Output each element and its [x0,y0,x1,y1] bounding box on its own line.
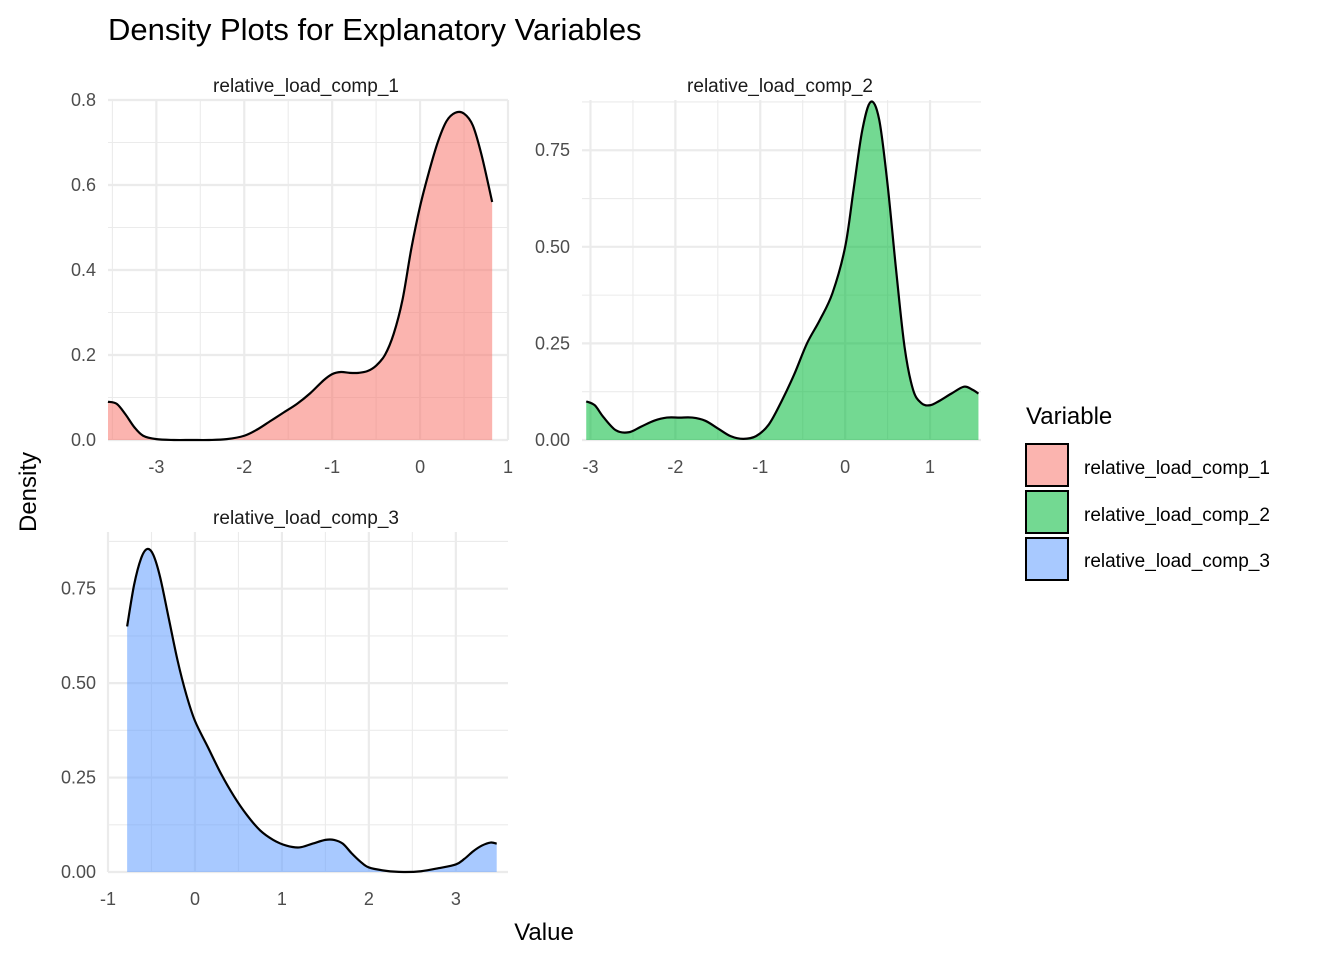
legend-key [1025,490,1069,534]
legend-item: relative_load_comp_2 [1025,490,1270,534]
x-tick-label: 3 [451,889,461,909]
y-tick-label: 0.75 [535,140,570,160]
density-curve [107,110,494,442]
panel-strip-title: relative_load_comp_1 [213,76,399,97]
y-tick-label: 0.75 [61,579,96,599]
y-tick-label: 0.6 [71,175,96,195]
x-tick-label: 1 [277,889,287,909]
panel-relative-load-comp-2: relative_load_comp_2 -3 -2 -1 0 1 0.00 0.25 0.5… [535,76,981,477]
chart-title: Density Plots for Explanatory Variables [108,12,642,47]
x-tick-label: 1 [503,457,513,477]
legend-title: Variable [1026,403,1112,430]
legend-item: relative_load_comp_1 [1025,443,1270,487]
y-axis-title: Density [15,452,42,532]
y-tick-label: 0.00 [535,430,570,450]
x-tick-label: 1 [925,457,935,477]
x-tick-label: -3 [148,457,164,477]
y-tick-label: 0.50 [535,237,570,257]
y-tick-label: 0.8 [71,90,96,110]
legend: Variable relative_load_comp_1 relative_l… [1025,403,1270,581]
density-area [586,101,979,440]
density-area [108,111,493,441]
x-tick-label: 0 [840,457,850,477]
y-tick-label: 0.0 [71,430,96,450]
panel-strip-title: relative_load_comp_2 [687,76,873,97]
x-tick-label: 0 [415,457,425,477]
legend-item: relative_load_comp_3 [1025,537,1270,581]
legend-key [1025,537,1069,581]
x-tick-label: -1 [324,457,340,477]
grid [582,100,981,442]
y-tick-label: 0.4 [71,260,96,280]
density-area [127,548,497,873]
legend-label: relative_load_comp_1 [1084,458,1270,479]
y-tick-label: 0.50 [61,673,96,693]
panel-relative-load-comp-1: relative_load_comp_1 -3 -2 -1 0 1 0.0 0.2 0.4 0.… [71,76,513,477]
x-tick-label: -2 [236,457,252,477]
x-tick-label: -2 [667,457,683,477]
y-tick-label: 0.25 [61,768,96,788]
density-curve [126,547,497,874]
y-tick-label: 0.00 [61,862,96,882]
x-tick-label: 0 [190,889,200,909]
x-tick-label: -3 [582,457,598,477]
x-tick-label: -1 [100,889,116,909]
panel-relative-load-comp-3: relative_load_comp_3 -1 0 1 2 3 0.00 0.25 0.50 0… [61,508,508,909]
y-tick-label: 0.25 [535,333,570,353]
legend-key [1025,443,1069,487]
legend-label: relative_load_comp_2 [1084,505,1270,526]
legend-label: relative_load_comp_3 [1084,551,1270,572]
y-tick-label: 0.2 [71,345,96,365]
x-axis-title: Value [514,919,574,946]
x-tick-label: -1 [752,457,768,477]
x-tick-label: 2 [364,889,374,909]
panel-strip-title: relative_load_comp_3 [213,508,399,529]
density-curve [585,100,980,440]
